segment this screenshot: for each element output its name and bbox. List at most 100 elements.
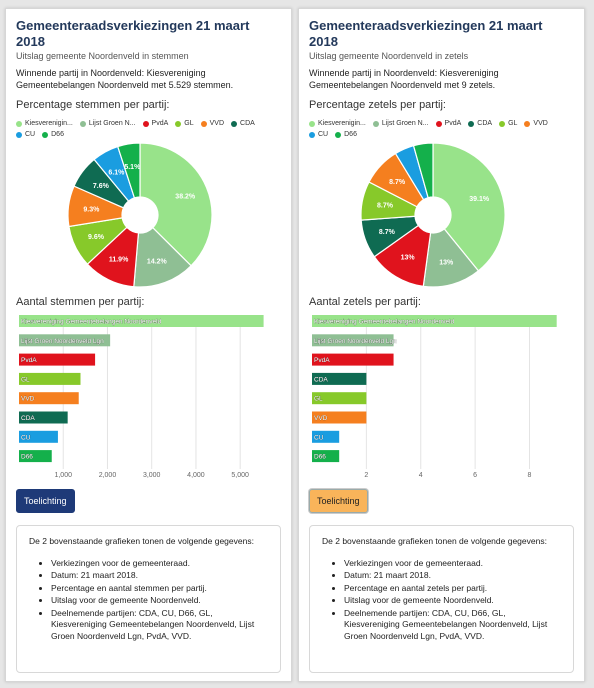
legend-swatch: [200, 121, 207, 127]
legend-item[interactable]: D66: [42, 130, 64, 140]
bar-label: Kiesvereniging Gemeentebelangen Noordenv…: [21, 319, 162, 326]
legend-swatch: [309, 121, 315, 127]
legend-swatch: [142, 121, 149, 127]
legend-item[interactable]: GL: [499, 119, 517, 129]
bar-title: Aantal zetels per partij:: [309, 296, 421, 308]
legend-label: CDA: [240, 120, 255, 127]
slice-label: 13%: [401, 254, 416, 261]
legend-label: CDA: [477, 120, 493, 127]
pie-slice[interactable]: [139, 142, 213, 267]
bar[interactable]: [312, 334, 394, 347]
info-intro: De 2 bovenstaande grafieken tonen de vol…: [322, 536, 547, 546]
bar-label: PvdA: [21, 357, 37, 364]
tick-label: 8: [528, 472, 532, 479]
bar-label: VVD: [21, 396, 35, 403]
bar[interactable]: [19, 392, 79, 405]
legend-swatch: [231, 121, 238, 127]
legend-item[interactable]: GL: [175, 119, 194, 129]
legend-item[interactable]: PvdA: [435, 119, 462, 129]
tick-label: 4,000: [187, 472, 205, 479]
legend-label: VVD: [209, 120, 225, 127]
bar[interactable]: [312, 315, 557, 327]
legend-item[interactable]: D66: [335, 130, 357, 140]
bar[interactable]: [312, 411, 367, 424]
legend-item[interactable]: Lijst Groen N...: [372, 119, 429, 129]
tick-label: 3,000: [143, 472, 161, 479]
legend-label: PvdA: [151, 120, 169, 127]
bar-label: GL: [21, 376, 30, 383]
info-item: Percentage en aantal stemmen per partij.: [51, 583, 268, 595]
pie-legend: Kiesverenigin... Lijst Groen N... PvdA GL VV…: [16, 119, 281, 141]
legend-item[interactable]: VVD: [200, 119, 225, 129]
bar-label: CDA: [314, 376, 328, 383]
bar[interactable]: [19, 411, 68, 424]
legend-swatch: [468, 121, 475, 127]
seats-pie-chart: 39.1% 13% 13% 8.7% 8.7% 8.7%: [360, 142, 506, 288]
slice-label: 39.1%: [469, 196, 490, 203]
panel-title: Gemeenteraadsverkiezingen 21 maart 2018: [309, 18, 543, 49]
legend-item[interactable]: PvdA: [142, 119, 169, 129]
bar[interactable]: [312, 392, 367, 405]
tick-label: 2: [364, 472, 368, 479]
bar[interactable]: [312, 372, 367, 385]
bar[interactable]: [19, 334, 111, 347]
explanation-button[interactable]: Toelichting: [16, 489, 75, 513]
bar[interactable]: [19, 353, 96, 366]
legend-swatch: [79, 121, 86, 127]
bar[interactable]: [19, 315, 264, 327]
bar[interactable]: [312, 353, 394, 366]
legend-item[interactable]: CU: [16, 130, 35, 140]
legend-swatch: [372, 121, 379, 127]
legend-swatch: [42, 132, 49, 138]
legend-item[interactable]: VVD: [524, 119, 548, 129]
legend-item[interactable]: CDA: [231, 119, 255, 129]
bar-label: Kiesvereniging Gemeentebelangen Noordenv…: [314, 319, 455, 326]
bar[interactable]: [312, 450, 340, 463]
info-item: Deelnemende partijen: CDA, CU, D66, GL, …: [344, 608, 561, 643]
votes-bar-chart: 1,000 2,000 3,000 4,000 5,000 Kiesvereniging …: [19, 315, 264, 479]
pie-slice[interactable]: [412, 142, 434, 199]
panel-subtitle: Uitslag gemeente Noordenveld in zetels: [309, 51, 469, 61]
legend-swatch: [309, 132, 315, 138]
seats-panel: Gemeenteraadsverkiezingen 21 maart 2018 …: [298, 8, 585, 682]
legend-label: D66: [344, 131, 357, 138]
winner-text: Winnende partij in Noordenveld: Kiesvere…: [16, 68, 234, 90]
legend-swatch: [16, 132, 22, 138]
panel-title: Gemeenteraadsverkiezingen 21 maart 2018: [16, 18, 250, 49]
legend-swatch: [335, 132, 342, 138]
info-intro: De 2 bovenstaande grafieken tonen de vol…: [29, 536, 254, 546]
pie-slice[interactable]: [432, 142, 506, 272]
slice-label: 14.2%: [147, 259, 168, 266]
legend-label: Lijst Groen N...: [88, 120, 136, 127]
legend-item[interactable]: CU: [309, 130, 328, 140]
bar[interactable]: [19, 430, 58, 443]
bar-label: VVD: [314, 415, 328, 422]
explanation-button[interactable]: Toelichting: [309, 489, 368, 513]
panel-subtitle: Uitslag gemeente Noordenveld in stemmen: [16, 51, 189, 61]
slice-label: 7.6%: [93, 183, 110, 190]
legend-item[interactable]: Kiesverenigin...: [309, 119, 366, 129]
bar-label: D66: [21, 454, 33, 461]
tick-label: 4: [419, 472, 423, 479]
legend-item[interactable]: CDA: [468, 119, 492, 129]
bar[interactable]: [19, 450, 52, 463]
legend-label: PvdA: [444, 120, 462, 127]
info-item: Percentage en aantal zetels per partij.: [344, 583, 561, 595]
bar-label: Lijst Groen Noordenveld Lgn: [21, 338, 104, 345]
slice-label: 8.7%: [389, 179, 406, 186]
legend-item[interactable]: Lijst Groen N...: [79, 119, 136, 129]
slice-label: 9.3%: [83, 206, 100, 213]
info-item: Uitslag voor de gemeente Noordenveld.: [51, 595, 268, 607]
info-item: Verkiezingen voor de gemeenteraad.: [344, 558, 561, 570]
info-list: Verkiezingen voor de gemeenteraad. Datum…: [322, 558, 561, 643]
legend-item[interactable]: Kiesverenigin...: [16, 119, 73, 129]
slice-label: 13%: [439, 260, 454, 267]
pie-legend: Kiesverenigin... Lijst Groen N... PvdA CDA G…: [309, 119, 574, 141]
explanation-box: De 2 bovenstaande grafieken tonen de vol…: [16, 525, 281, 673]
bar[interactable]: [19, 372, 81, 385]
bar[interactable]: [312, 430, 340, 443]
legend-swatch: [16, 121, 22, 127]
pie-slice[interactable]: [116, 142, 141, 199]
bar-label: GL: [314, 396, 323, 403]
slice-label: 9.6%: [88, 234, 105, 241]
